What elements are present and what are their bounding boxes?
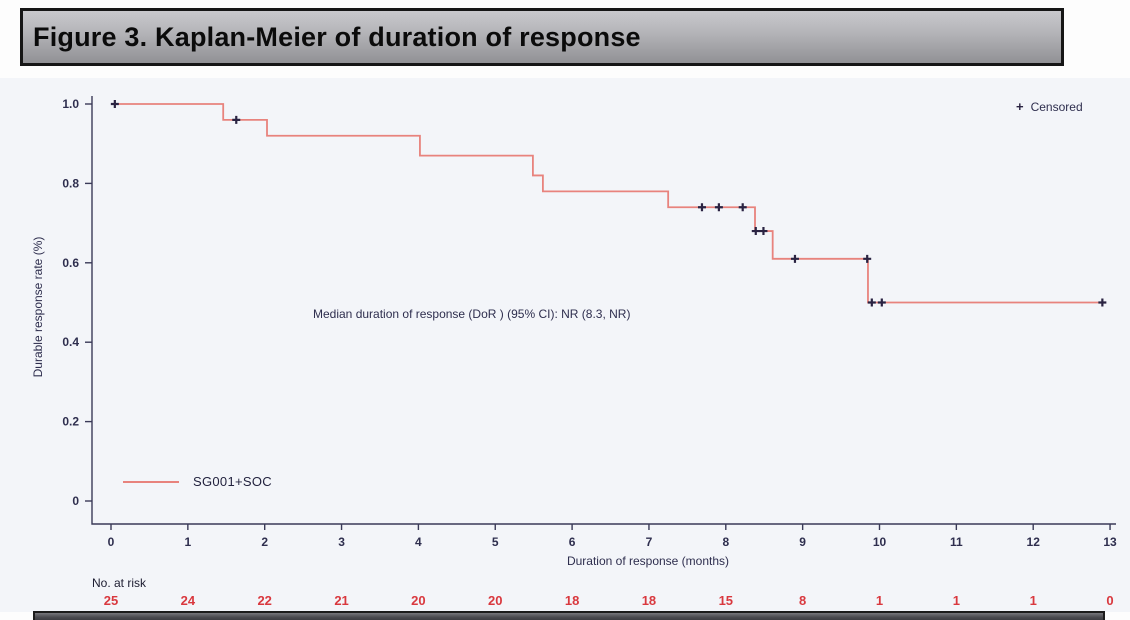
risk-count: 22 xyxy=(257,593,271,608)
x-tick-label: 7 xyxy=(646,535,653,549)
x-tick-label: 8 xyxy=(722,535,729,549)
censor-mark xyxy=(751,227,760,236)
median-dor-annotation: Median duration of response (DoR ) (95% … xyxy=(313,307,631,321)
censor-mark xyxy=(867,298,876,307)
series-line-swatch xyxy=(123,480,179,483)
risk-count: 18 xyxy=(642,593,656,608)
y-tick-label: 0.6 xyxy=(62,256,79,270)
next-section-bar xyxy=(33,611,1105,620)
plot-panel xyxy=(0,78,1130,612)
censor-mark xyxy=(697,203,706,212)
axis-frame xyxy=(91,96,1116,525)
x-tick-label: 6 xyxy=(569,535,576,549)
risk-count: 1 xyxy=(953,593,960,608)
censor-mark xyxy=(863,254,872,263)
censored-legend: + Censored xyxy=(1016,99,1083,114)
risk-count: 20 xyxy=(411,593,425,608)
x-axis-title: Duration of response (months) xyxy=(566,554,730,568)
x-tick-label: 5 xyxy=(492,535,499,549)
y-tick-label: 0.4 xyxy=(62,335,79,349)
x-tick-label: 4 xyxy=(415,535,422,549)
censored-legend-label: Censored xyxy=(1030,99,1083,114)
x-tick-label: 13 xyxy=(1103,535,1117,549)
series-legend-label: SG001+SOC xyxy=(193,474,272,489)
x-tick-label: 10 xyxy=(873,535,887,549)
y-tick-label: 0.2 xyxy=(62,415,79,429)
x-tick-label: 9 xyxy=(799,535,806,549)
censor-mark xyxy=(877,298,886,307)
figure-title-bar: Figure 3. Kaplan-Meier of duration of re… xyxy=(20,8,1064,66)
censored-plus-icon: + xyxy=(1016,99,1024,114)
risk-count: 1 xyxy=(1030,593,1037,608)
y-tick-label: 0.8 xyxy=(62,176,79,190)
censor-mark xyxy=(759,227,768,236)
y-axis-title: Durable response rate (%) xyxy=(31,236,45,378)
x-tick-label: 0 xyxy=(108,535,115,549)
risk-count: 18 xyxy=(565,593,579,608)
censor-mark xyxy=(790,254,799,263)
risk-count: 0 xyxy=(1106,593,1113,608)
risk-count: 20 xyxy=(488,593,502,608)
km-curve xyxy=(111,103,1103,304)
risk-count: 15 xyxy=(719,593,733,608)
no-at-risk-label: No. at risk xyxy=(92,576,147,590)
risk-count: 25 xyxy=(104,593,118,608)
risk-count: 24 xyxy=(181,593,196,608)
figure-title: Figure 3. Kaplan-Meier of duration of re… xyxy=(33,21,641,52)
x-tick-label: 2 xyxy=(261,535,268,549)
x-tick-label: 1 xyxy=(185,535,192,549)
censor-mark xyxy=(110,100,119,108)
censor-mark xyxy=(738,203,747,212)
y-tick-label: 1.0 xyxy=(62,97,79,111)
censor-mark xyxy=(1098,298,1107,307)
censor-mark xyxy=(714,203,723,212)
risk-count: 8 xyxy=(799,593,806,608)
risk-count: 1 xyxy=(876,593,883,608)
x-tick-label: 12 xyxy=(1027,535,1041,549)
y-tick-label: 0 xyxy=(72,494,79,508)
censor-mark xyxy=(232,115,241,124)
x-tick-label: 3 xyxy=(338,535,345,549)
x-tick-label: 11 xyxy=(950,535,963,549)
risk-count: 21 xyxy=(334,593,348,608)
series-legend: SG001+SOC xyxy=(123,474,272,489)
